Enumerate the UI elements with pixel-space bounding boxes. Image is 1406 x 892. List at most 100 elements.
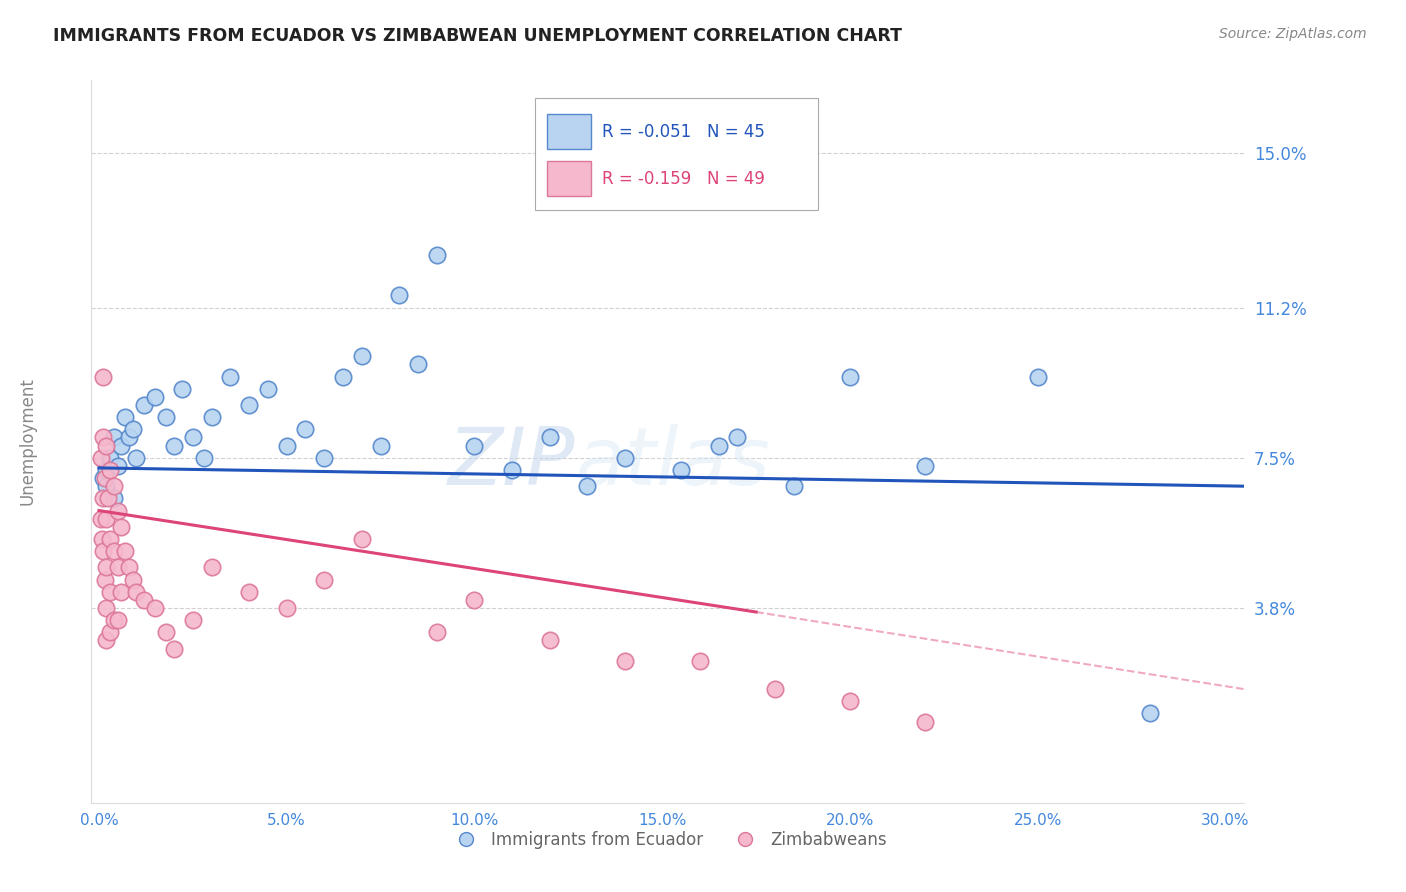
Point [332, 369, 354, 384]
Point [96, 479, 118, 493]
Point [193, 450, 215, 465]
Point [114, 410, 136, 425]
Point [107, 613, 129, 627]
Point [163, 439, 186, 453]
Text: Source: ZipAtlas.com: Source: ZipAtlas.com [1219, 27, 1367, 41]
Point [143, 601, 166, 615]
Point [103, 613, 125, 627]
Point [97, 491, 120, 506]
Point [91, 369, 114, 384]
Point [125, 584, 148, 599]
FancyBboxPatch shape [547, 114, 591, 149]
Point [370, 439, 392, 453]
Text: R = -0.051   N = 45: R = -0.051 N = 45 [602, 122, 765, 141]
Text: IMMIGRANTS FROM ECUADOR VS ZIMBABWEAN UNEMPLOYMENT CORRELATION CHART: IMMIGRANTS FROM ECUADOR VS ZIMBABWEAN UN… [53, 27, 903, 45]
Point [96, 439, 118, 453]
Point [110, 520, 132, 534]
Point [90, 450, 112, 465]
Point [314, 450, 336, 465]
Point [155, 410, 177, 425]
Point [613, 654, 636, 668]
Point [93, 573, 115, 587]
Point [538, 633, 561, 648]
Point [98, 532, 121, 546]
Point [1026, 369, 1049, 384]
Point [91, 430, 114, 444]
Point [103, 491, 125, 506]
Point [200, 410, 222, 425]
FancyBboxPatch shape [547, 161, 591, 196]
Point [103, 430, 125, 444]
Point [839, 369, 862, 384]
Point [219, 369, 242, 384]
Point [426, 625, 449, 640]
Point [426, 248, 449, 262]
Point [294, 422, 316, 436]
Point [98, 463, 121, 477]
Point [463, 439, 485, 453]
Point [707, 439, 730, 453]
Point [350, 349, 373, 363]
Point [238, 584, 260, 599]
Point [406, 358, 429, 372]
Point [107, 503, 129, 517]
Point [90, 532, 112, 546]
Point [276, 601, 298, 615]
Point [388, 288, 411, 302]
Text: atlas: atlas [575, 425, 770, 502]
Legend: Immigrants from Ecuador, Zimbabweans: Immigrants from Ecuador, Zimbabweans [443, 824, 893, 856]
Point [238, 398, 260, 412]
FancyBboxPatch shape [536, 98, 818, 211]
Point [914, 458, 936, 473]
Point [576, 479, 599, 493]
Text: ZIP: ZIP [449, 425, 575, 502]
Point [350, 532, 373, 546]
Point [613, 450, 636, 465]
Point [98, 450, 121, 465]
Point [725, 430, 748, 444]
Point [110, 584, 132, 599]
Point [181, 613, 204, 627]
Text: Unemployment: Unemployment [18, 377, 37, 506]
Point [91, 544, 114, 558]
Point [91, 471, 114, 485]
Point [538, 430, 561, 444]
Point [121, 573, 143, 587]
Point [132, 592, 155, 607]
Point [96, 560, 118, 574]
Point [314, 573, 336, 587]
Point [96, 463, 118, 477]
Point [689, 654, 711, 668]
Point [96, 511, 118, 525]
Point [114, 544, 136, 558]
Point [170, 382, 193, 396]
Point [763, 682, 786, 697]
Text: R = -0.159   N = 49: R = -0.159 N = 49 [602, 169, 765, 187]
Point [98, 625, 121, 640]
Point [782, 479, 804, 493]
Point [181, 430, 204, 444]
Point [839, 694, 862, 708]
Point [501, 463, 523, 477]
Point [463, 592, 485, 607]
Point [103, 479, 125, 493]
Point [107, 560, 129, 574]
Point [669, 463, 692, 477]
Point [103, 544, 125, 558]
Point [91, 491, 114, 506]
Point [200, 560, 222, 574]
Point [143, 390, 166, 404]
Point [125, 450, 148, 465]
Point [110, 439, 132, 453]
Point [118, 430, 141, 444]
Point [118, 560, 141, 574]
Point [1139, 706, 1161, 721]
Point [96, 601, 118, 615]
Point [90, 511, 112, 525]
Point [257, 382, 280, 396]
Point [107, 458, 129, 473]
Point [276, 439, 298, 453]
Point [132, 398, 155, 412]
Point [121, 422, 143, 436]
Point [93, 471, 115, 485]
